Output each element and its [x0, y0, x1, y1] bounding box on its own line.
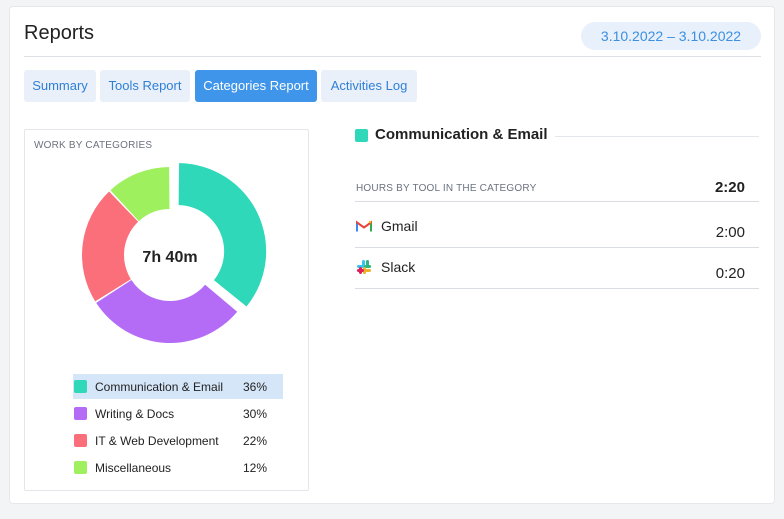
reports-header: Reports 3.10.2022 – 3.10.2022 — [24, 19, 761, 57]
tool-name: Slack — [381, 259, 416, 275]
legend-name: Miscellaneous — [95, 461, 172, 475]
legend-name: IT & Web Development — [95, 434, 219, 448]
donut-slice-writing-docs[interactable] — [96, 280, 238, 343]
tab-activities-log[interactable]: Activities Log — [321, 70, 417, 102]
donut-chart: 7h 40m — [81, 163, 267, 343]
tools-table-header: HOURS BY TOOL IN THE CATEGORY 2:20 — [355, 170, 759, 202]
category-detail-header: Communication & Email — [355, 125, 759, 147]
tool-row-gmail[interactable]: Gmail 2:00 — [355, 208, 759, 248]
legend-item-communication-email[interactable]: Communication & Email 36% — [73, 374, 283, 399]
donut-slice-it-web-development[interactable] — [81, 191, 139, 302]
donut-center-label: 7h 40m — [142, 249, 197, 266]
legend-swatch — [74, 434, 87, 447]
page-title: Reports — [24, 22, 95, 44]
legend-percent: 22% — [243, 434, 268, 448]
legend-name: Communication & Email — [95, 380, 224, 394]
legend-percent: 12% — [243, 461, 268, 475]
legend-item-writing-docs[interactable]: Writing & Docs 30% — [73, 401, 283, 426]
slack-icon — [357, 260, 371, 274]
work-by-categories-panel: WORK BY CATEGORIES 7h 40m Communication … — [24, 129, 309, 491]
category-swatch — [355, 129, 368, 142]
tab-categories-report[interactable]: Categories Report — [195, 70, 317, 102]
legend-item-miscellaneous[interactable]: Miscellaneous 12% — [73, 455, 283, 480]
legend-item-it-web-development[interactable]: IT & Web Development 22% — [73, 428, 283, 453]
tool-row-slack[interactable]: Slack 0:20 — [355, 249, 759, 289]
tool-name: Gmail — [381, 218, 418, 234]
reports-card: Reports 3.10.2022 – 3.10.2022 Summary To… — [9, 6, 775, 504]
tab-tools-report[interactable]: Tools Report — [100, 70, 190, 102]
legend-name: Writing & Docs — [95, 407, 175, 421]
tool-time: 0:20 — [715, 265, 745, 282]
gmail-icon — [356, 220, 372, 232]
category-total-time: 2:20 — [714, 179, 745, 196]
legend-percent: 36% — [243, 380, 268, 394]
legend-percent: 30% — [243, 407, 268, 421]
legend-swatch — [74, 380, 87, 393]
legend-swatch — [74, 407, 87, 420]
donut-slice-miscellaneous[interactable] — [110, 167, 170, 222]
tab-summary[interactable]: Summary — [24, 70, 96, 102]
tool-time: 2:00 — [715, 224, 745, 241]
legend-swatch — [74, 461, 87, 474]
donut-slice-communication-email[interactable] — [178, 163, 267, 307]
category-title: Communication & Email — [375, 126, 548, 143]
tools-table-label: HOURS BY TOOL IN THE CATEGORY — [356, 183, 537, 194]
date-range-picker[interactable]: 3.10.2022 – 3.10.2022 — [581, 22, 761, 50]
divider — [555, 136, 759, 137]
panel-label: WORK BY CATEGORIES — [34, 140, 153, 151]
